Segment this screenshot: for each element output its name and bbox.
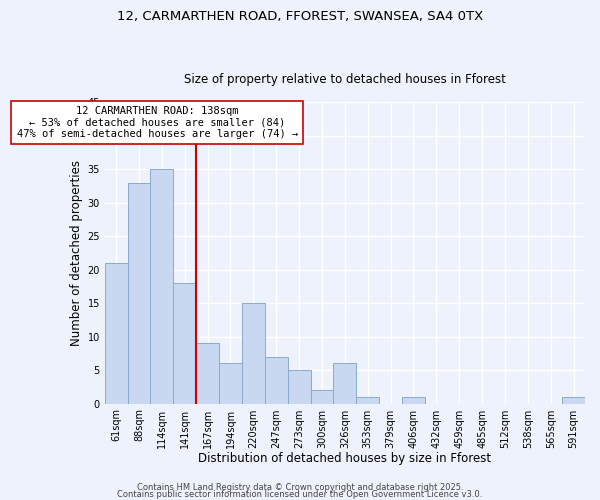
X-axis label: Distribution of detached houses by size in Fforest: Distribution of detached houses by size … xyxy=(198,452,491,465)
Text: 12 CARMARTHEN ROAD: 138sqm
← 53% of detached houses are smaller (84)
47% of semi: 12 CARMARTHEN ROAD: 138sqm ← 53% of deta… xyxy=(17,106,298,139)
Bar xyxy=(128,183,151,404)
Text: Contains public sector information licensed under the Open Government Licence v3: Contains public sector information licen… xyxy=(118,490,482,499)
Bar xyxy=(311,390,334,404)
Bar xyxy=(173,283,196,404)
Bar xyxy=(219,364,242,404)
Bar xyxy=(356,397,379,404)
Bar xyxy=(265,357,287,404)
Bar xyxy=(334,364,356,404)
Title: Size of property relative to detached houses in Fforest: Size of property relative to detached ho… xyxy=(184,73,506,86)
Bar xyxy=(402,397,425,404)
Bar xyxy=(151,170,173,404)
Bar xyxy=(287,370,311,404)
Text: Contains HM Land Registry data © Crown copyright and database right 2025.: Contains HM Land Registry data © Crown c… xyxy=(137,484,463,492)
Text: 12, CARMARTHEN ROAD, FFOREST, SWANSEA, SA4 0TX: 12, CARMARTHEN ROAD, FFOREST, SWANSEA, S… xyxy=(117,10,483,23)
Bar xyxy=(562,397,585,404)
Bar xyxy=(196,344,219,404)
Bar xyxy=(104,263,128,404)
Bar xyxy=(242,303,265,404)
Y-axis label: Number of detached properties: Number of detached properties xyxy=(70,160,83,346)
